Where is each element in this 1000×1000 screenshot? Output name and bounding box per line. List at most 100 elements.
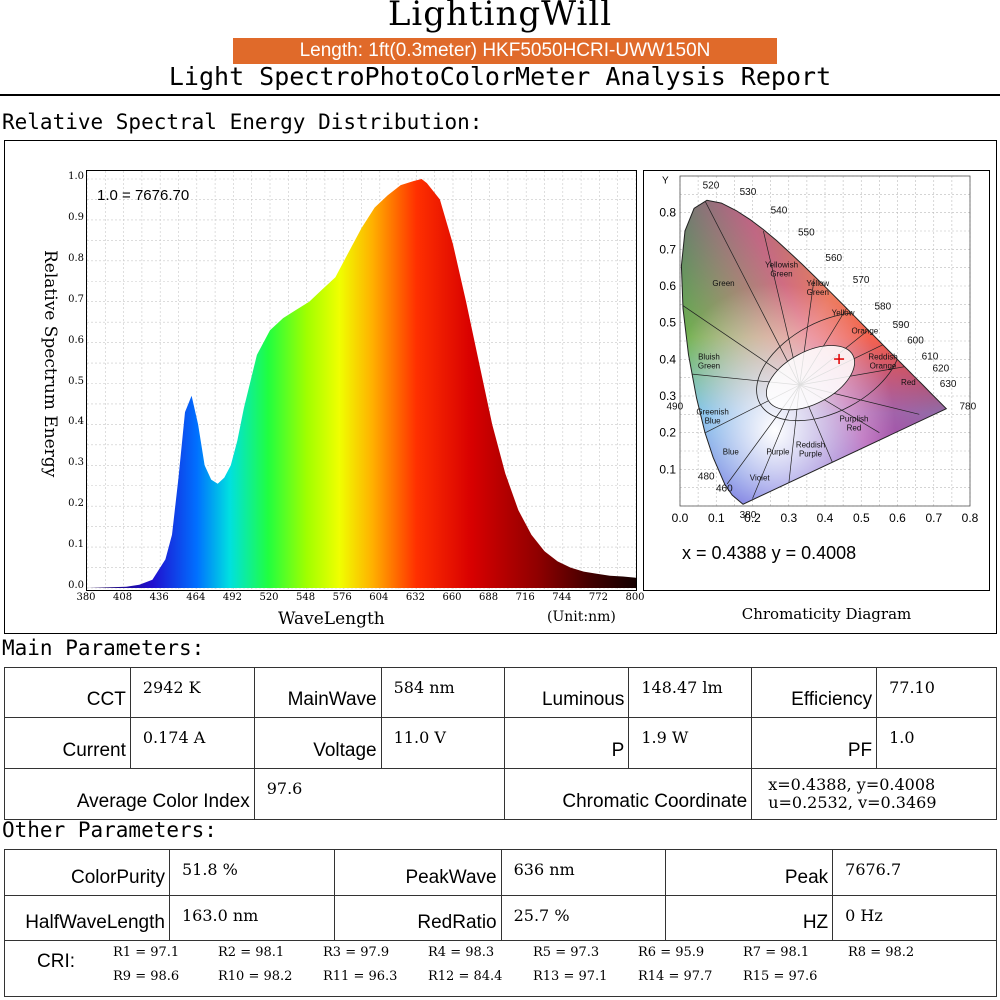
aci-label: Average Color Index bbox=[4, 768, 255, 820]
spectrum-y-tick: 1.0 bbox=[68, 171, 84, 182]
report-title: Light SpectroPhotoColorMeter Analysis Re… bbox=[168, 62, 832, 91]
cie-y-tick: 0.2 bbox=[659, 426, 676, 440]
luminous-label: Luminous bbox=[504, 667, 630, 718]
spectrum-x-tick: 520 bbox=[259, 592, 279, 603]
redratio-value: 25.7 % bbox=[500, 895, 667, 941]
spectrum-x-tick: 436 bbox=[149, 592, 169, 603]
cri-value: R7 = 98.1 bbox=[743, 945, 810, 960]
cie-region-line bbox=[705, 201, 800, 386]
cie-locus-label: 540 bbox=[771, 205, 788, 216]
cie-region-label: Orange bbox=[870, 361, 897, 370]
spectrum-y-tick: 0.7 bbox=[68, 293, 84, 305]
spectrum-x-tick: 408 bbox=[113, 592, 133, 603]
peak-label: Peak bbox=[665, 849, 834, 896]
product-banner: Length: 1ft(0.3meter) HKF5050HCRI-UWW150… bbox=[233, 38, 777, 64]
cri-label: CRI: bbox=[37, 951, 75, 972]
pf-label: PF bbox=[751, 717, 878, 769]
spectrum-y-tick: 0.4 bbox=[68, 416, 84, 428]
spectrum-x-tick: 464 bbox=[186, 592, 206, 603]
spectrum-x-tick: 632 bbox=[405, 592, 425, 603]
p-value: 1.9 W bbox=[628, 717, 753, 769]
cie-region-label: Green bbox=[807, 288, 829, 297]
spectrum-x-tick: 716 bbox=[515, 592, 535, 603]
cie-x-tick: 0.1 bbox=[708, 511, 725, 525]
peakwave-value: 636 nm bbox=[500, 849, 667, 896]
cie-y-axis-title: Y bbox=[662, 175, 669, 186]
mainwave-label: MainWave bbox=[253, 667, 382, 718]
halfwavelength-value: 163.0 nm bbox=[168, 895, 335, 941]
colorpurity-value: 51.8 % bbox=[168, 849, 335, 896]
cie-locus-label: 530 bbox=[740, 187, 757, 198]
spectrum-unit-note: (Unit:nm) bbox=[547, 609, 616, 625]
cri-value: R5 = 97.3 bbox=[533, 945, 600, 960]
cie-region-label: Green bbox=[698, 361, 720, 370]
spectrum-x-tick: 744 bbox=[552, 592, 572, 603]
section-main-title: Main Parameters: bbox=[2, 636, 205, 660]
cie-white-region bbox=[765, 345, 856, 411]
peak-value: 7676.7 bbox=[832, 849, 997, 896]
spectrum-x-axis-title: WaveLength bbox=[278, 609, 385, 629]
cri-value: R11 = 96.3 bbox=[323, 969, 398, 984]
halfwavelength-label: HalfWaveLength bbox=[4, 895, 170, 941]
cie-region-label: Yellow bbox=[832, 308, 855, 317]
spectrum-area bbox=[87, 179, 636, 588]
cri-value: R12 = 84.4 bbox=[428, 969, 503, 984]
hz-label: HZ bbox=[665, 895, 834, 941]
cie-region-label: Orange bbox=[852, 327, 879, 336]
spectrum-x-tick: 576 bbox=[332, 592, 352, 603]
cie-plot-frame bbox=[679, 175, 971, 507]
mainwave-value: 584 nm bbox=[380, 667, 506, 718]
cie-y-tick: 0.3 bbox=[659, 389, 676, 403]
cie-region-label: Blue bbox=[705, 416, 722, 425]
efficiency-value: 77.10 bbox=[876, 667, 997, 718]
cri-value: R6 = 95.9 bbox=[638, 945, 705, 960]
cie-locus-label: 490 bbox=[667, 401, 684, 412]
spectrum-x-tick: 548 bbox=[296, 592, 316, 603]
chromaticity-caption: Chromaticity Diagram bbox=[741, 605, 912, 623]
cie-region-label: Yellow bbox=[806, 279, 829, 288]
chromaticity-readout: x = 0.4388 y = 0.4008 bbox=[682, 543, 857, 563]
cct-label: CCT bbox=[4, 667, 131, 718]
spectrum-x-tick: 604 bbox=[369, 592, 389, 603]
spectrum-x-tick: 492 bbox=[222, 592, 242, 603]
spectrum-y-tick: 0.3 bbox=[68, 457, 84, 469]
aci-value: 97.6 bbox=[253, 768, 506, 820]
cri-value: R13 = 97.1 bbox=[533, 969, 608, 984]
cie-locus-label: 460 bbox=[716, 484, 733, 495]
voltage-value: 11.0 V bbox=[380, 717, 506, 769]
cie-x-tick: 0.0 bbox=[672, 511, 689, 525]
cie-region-label: Purple bbox=[766, 448, 790, 457]
cie-region-label: Red bbox=[901, 378, 916, 387]
chroma-xy: x=0.4388, y=0.4008 bbox=[768, 775, 936, 794]
cri-value: R4 = 98.3 bbox=[428, 945, 495, 960]
spectrum-y-tick: 0.2 bbox=[68, 498, 84, 510]
cie-locus-label: 570 bbox=[853, 275, 870, 286]
cie-locus-label: 560 bbox=[825, 253, 842, 264]
spectrum-x-tick: 380 bbox=[76, 592, 96, 603]
chromatic-coordinate-label: Chromatic Coordinate bbox=[504, 768, 753, 820]
cie-y-tick: 0.1 bbox=[659, 462, 676, 476]
cie-locus-label: 780 bbox=[960, 401, 977, 412]
peakwave-label: PeakWave bbox=[333, 849, 502, 896]
pf-value: 1.0 bbox=[876, 717, 997, 769]
cie-region-label: Reddish bbox=[796, 440, 825, 449]
cri-value: R8 = 98.2 bbox=[848, 945, 915, 960]
spectrum-y-tick: 0.8 bbox=[68, 252, 84, 264]
cie-y-tick: 0.5 bbox=[659, 316, 676, 330]
efficiency-label: Efficiency bbox=[751, 667, 878, 718]
cie-x-tick: 0.2 bbox=[744, 511, 761, 525]
current-value: 0.174 A bbox=[129, 717, 255, 769]
spectrum-y-axis-title: Relative Spectrum Energy bbox=[40, 250, 60, 478]
hz-value: 0 Hz bbox=[832, 895, 997, 941]
spectrum-y-tick: 0.0 bbox=[68, 580, 84, 591]
main-params-table: CCT 2942 K MainWave 584 nm Luminous 148.… bbox=[4, 667, 997, 820]
cie-y-tick: 0.7 bbox=[659, 242, 676, 256]
cri-value: R3 = 97.9 bbox=[323, 945, 390, 960]
cie-region-label: Green bbox=[712, 279, 734, 288]
scale-note: 1.0 = 7676.70 bbox=[97, 187, 190, 204]
luminous-value: 148.47 lm bbox=[628, 667, 753, 718]
cie-locus-label: 630 bbox=[940, 379, 957, 390]
spectrum-x-tick: 772 bbox=[588, 592, 608, 603]
cie-y-tick: 0.4 bbox=[659, 352, 676, 366]
